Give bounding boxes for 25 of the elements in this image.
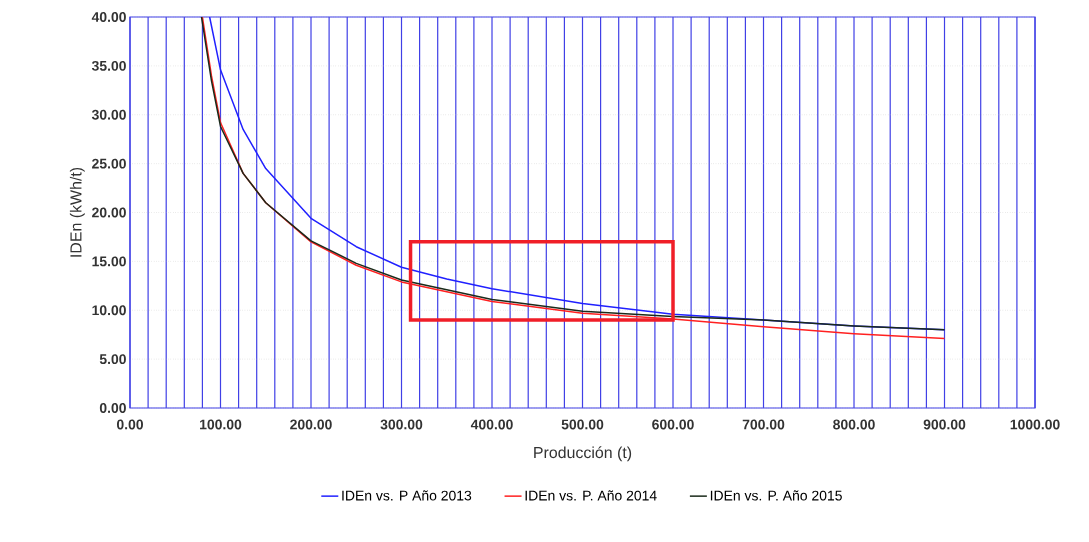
x-tick-label: 300.00 bbox=[380, 419, 423, 430]
x-tick-label: 700.00 bbox=[742, 419, 785, 430]
y-tick-label: 40.00 bbox=[91, 12, 126, 22]
y-tick-label: 25.00 bbox=[92, 158, 126, 169]
y-tick-label: 5.00 bbox=[99, 354, 126, 365]
x-tick-label: 600.00 bbox=[652, 419, 694, 430]
y-tick-label: 20.00 bbox=[92, 207, 126, 218]
y-axis-title: IDEn (kWh/t) bbox=[69, 167, 85, 257]
x-tick-label: 500.00 bbox=[561, 419, 604, 430]
legend-label: IDEn vs. P. Año 2014 bbox=[525, 490, 657, 501]
x-tick-label: 900.00 bbox=[923, 419, 966, 430]
y-tick-label: 10.00 bbox=[92, 305, 126, 316]
y-tick-label: 0.00 bbox=[99, 403, 126, 413]
x-tick-label: 200.00 bbox=[290, 419, 332, 430]
legend-label: IDEn vs. P Año 2013 bbox=[342, 490, 472, 501]
x-tick-label: 100.00 bbox=[200, 419, 242, 430]
legend-label: IDEn vs. P. Año 2015 bbox=[710, 490, 842, 501]
x-tick-label: 800.00 bbox=[833, 419, 875, 430]
x-tick-label: 1000.00 bbox=[1010, 419, 1060, 430]
y-tick-label: 30.00 bbox=[91, 109, 126, 120]
y-tick-label: 35.00 bbox=[91, 60, 126, 71]
x-axis-title: Producción (t) bbox=[534, 446, 632, 462]
y-tick-label: 15.00 bbox=[92, 256, 126, 267]
x-tick-label: 0.00 bbox=[116, 419, 143, 430]
x-tick-label: 400.00 bbox=[470, 419, 513, 430]
